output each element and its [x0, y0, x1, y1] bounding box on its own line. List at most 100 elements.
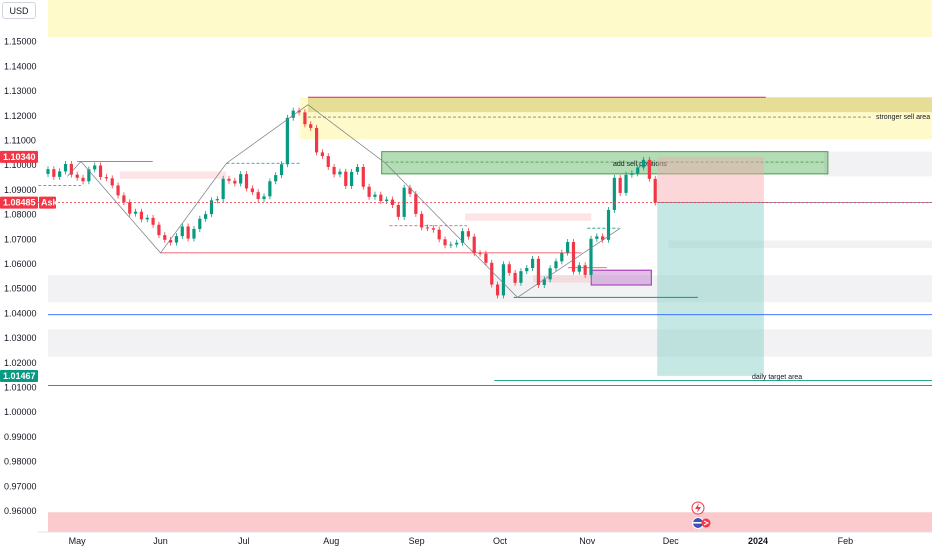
pink-area [533, 275, 592, 283]
candle-body [128, 202, 132, 214]
candle-body [571, 242, 576, 272]
price-tags: 1.10340 1.08485 Ask 1.01467 [0, 150, 932, 382]
candle-body [314, 127, 319, 153]
candle-body [285, 117, 289, 165]
y-tick-label: 1.15000 [4, 37, 37, 47]
candle-body [601, 236, 605, 240]
consolidation-box [668, 240, 932, 248]
x-tick-label: Nov [579, 536, 596, 546]
y-tick-label: 1.05000 [4, 284, 37, 294]
candle-body [163, 235, 167, 240]
event-icons [691, 501, 711, 529]
lightning-icon[interactable] [691, 501, 705, 515]
candle-body [367, 186, 371, 197]
sell-positions-zone-label: add sell positions [613, 161, 667, 168]
zones-layer: stronger sell area add sell positions dail… [48, 0, 932, 532]
candle-body [116, 185, 120, 196]
candle-body [472, 236, 476, 254]
take-profit-area [657, 202, 764, 376]
candle-body [157, 224, 161, 236]
candle-body [606, 209, 611, 240]
candle-body [478, 253, 482, 255]
candle-body [355, 166, 360, 172]
candle-body [554, 261, 558, 269]
candle-body [501, 264, 506, 296]
candle-body [268, 181, 272, 197]
candle-body [373, 194, 377, 197]
target-label: daily target area [752, 374, 802, 381]
y-tick-label: 0.98000 [4, 457, 37, 467]
candle-body [145, 217, 149, 220]
candle-body [192, 228, 196, 239]
candle-body [449, 244, 453, 246]
stronger-sell-zone-label: stronger sell area [876, 114, 930, 121]
y-tick-label: 1.03000 [4, 333, 37, 343]
candle-body [174, 236, 179, 243]
candle-body [618, 177, 622, 193]
levels-layer [38, 104, 932, 386]
x-tick-label: Aug [323, 536, 339, 546]
y-tick-label: 1.13000 [4, 86, 37, 96]
candle-body [344, 171, 348, 186]
candle-body [233, 180, 237, 184]
candle-body [414, 193, 418, 214]
candle-body [180, 226, 184, 237]
candle-body [431, 228, 435, 230]
x-tick-label: May [69, 536, 87, 546]
candle-body [209, 200, 214, 215]
price-tag [0, 150, 38, 163]
consolidation-box [48, 275, 932, 303]
price-tag-text: 1.10340 [3, 152, 36, 162]
candle-body [408, 187, 412, 194]
candle-body [303, 112, 307, 125]
candle-body [93, 165, 97, 170]
candle-body [630, 173, 634, 175]
y-tick-label: 0.96000 [4, 506, 37, 516]
candle-body [262, 196, 266, 200]
candle-body [437, 229, 441, 240]
candle-body [122, 195, 126, 203]
candle-body [560, 252, 564, 262]
price-tag [0, 196, 38, 209]
sell-positions-zone [381, 151, 829, 175]
candle-body [244, 174, 249, 189]
y-tick-label: 1.14000 [4, 61, 37, 71]
x-tick-label: Dec [663, 536, 680, 546]
candle-body [402, 187, 406, 217]
candle-body [531, 258, 535, 268]
x-tick-label: Feb [838, 536, 854, 546]
candle-body [198, 218, 202, 229]
candle-body [525, 267, 529, 272]
candle-body [326, 156, 330, 167]
candle-body [396, 204, 400, 217]
price-tag [0, 369, 38, 382]
candle-body [577, 265, 581, 272]
candle-body [186, 226, 190, 239]
sell-zone-core [307, 97, 932, 113]
candle-body [460, 231, 465, 243]
candle-body [548, 268, 552, 280]
candle-body [542, 279, 546, 286]
candle-body [215, 199, 219, 201]
y-axis: 1.15000 1.14000 1.13000 1.12000 1.11000 1.100… [4, 37, 37, 516]
x-tick-label: Oct [493, 536, 508, 546]
currency-selector[interactable]: USD [2, 2, 36, 19]
consolidation-box [48, 329, 932, 357]
candle-body [104, 177, 108, 179]
candle-body [110, 178, 114, 186]
y-tick-label: 1.00000 [4, 407, 37, 417]
x-tick-label: Jul [238, 536, 250, 546]
candle-body [81, 177, 85, 182]
candle-body [239, 174, 243, 184]
candle-body [69, 163, 73, 175]
price-tag-text: 1.01467 [3, 371, 36, 381]
stop-loss-area [657, 156, 764, 203]
candle-body [566, 242, 570, 253]
candle-body [338, 171, 342, 175]
candle-body [425, 227, 430, 229]
candle-body [507, 264, 511, 273]
candle-body [63, 163, 68, 172]
candle-body [583, 265, 587, 275]
us-flag-icon[interactable] [692, 517, 711, 529]
